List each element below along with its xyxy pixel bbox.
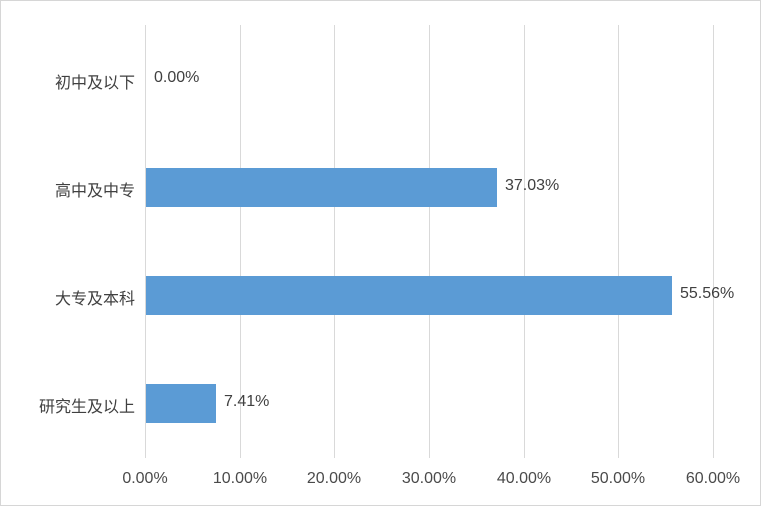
x-axis-tick-label: 30.00%	[401, 470, 457, 487]
data-label: 55.56%	[680, 285, 735, 302]
gridline-40.00%	[524, 25, 525, 458]
bar-大专及本科	[146, 276, 672, 315]
x-axis-tick-label: 20.00%	[306, 470, 362, 487]
category-label: 研究生及以上	[38, 399, 135, 416]
x-axis-tick-label: 40.00%	[496, 470, 552, 487]
gridline-10.00%	[240, 25, 241, 458]
gridline-30.00%	[429, 25, 430, 458]
x-axis-tick-label: 60.00%	[685, 470, 741, 487]
data-label: 0.00%	[154, 69, 200, 86]
gridline-50.00%	[618, 25, 619, 458]
category-label: 大专及本科	[54, 291, 135, 308]
x-axis-tick-label: 50.00%	[590, 470, 646, 487]
x-axis-tick-label: 10.00%	[212, 470, 268, 487]
data-label: 7.41%	[224, 393, 270, 410]
category-label: 初中及以下	[54, 75, 135, 92]
gridline-0.00%	[145, 25, 146, 458]
x-axis-tick-label: 0.00%	[122, 470, 168, 487]
bar-高中及中专	[146, 168, 497, 207]
gridline-20.00%	[334, 25, 335, 458]
category-label: 高中及中专	[54, 183, 135, 200]
bar-研究生及以上	[146, 384, 216, 423]
data-label: 37.03%	[505, 177, 560, 194]
gridline-60.00%	[713, 25, 714, 458]
